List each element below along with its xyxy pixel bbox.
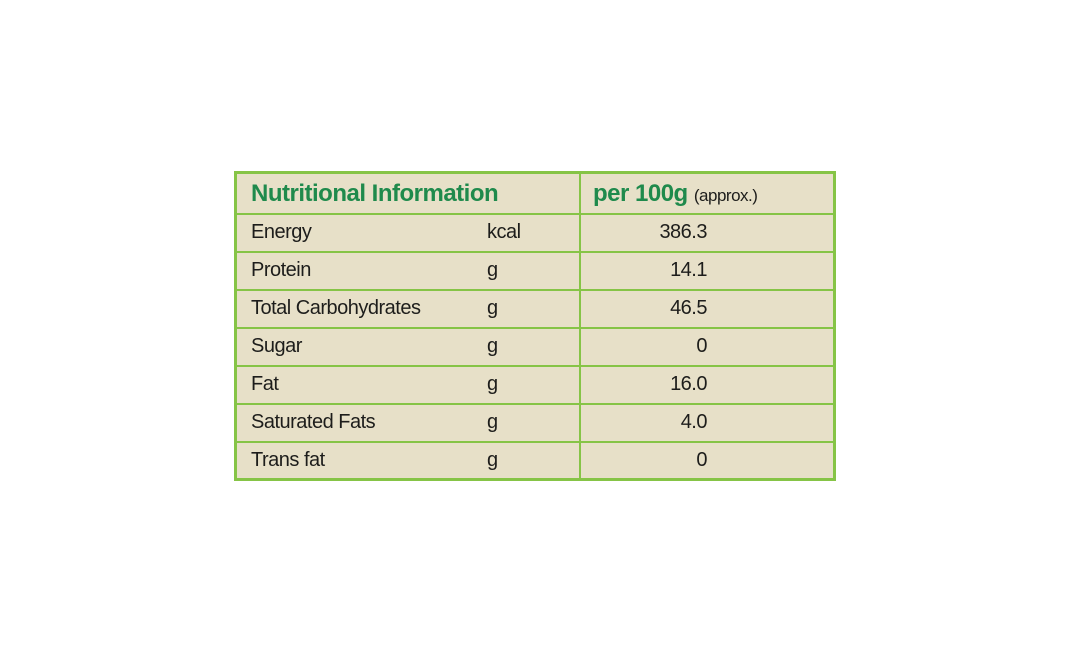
nutrition-label: Nutritional Information per 100g (approx… bbox=[234, 171, 836, 481]
nutrient-value: 4.0 bbox=[579, 402, 833, 443]
nutrient-row: Energy kcal 386.3 bbox=[237, 213, 833, 253]
nutrient-row: Total Carbohydrates g 46.5 bbox=[237, 288, 833, 329]
per-text: per 100g bbox=[593, 179, 688, 207]
approx-note: (approx.) bbox=[693, 185, 758, 205]
header-title: Nutritional Information bbox=[237, 174, 581, 215]
table-body: Nutritional Information per 100g (approx… bbox=[237, 174, 833, 478]
nutrient-value: 386.3 bbox=[579, 213, 833, 253]
header-per: per 100g (approx.) bbox=[579, 174, 833, 215]
nutrient-name: Sugar bbox=[237, 326, 487, 367]
nutrient-name: Trans fat bbox=[237, 440, 487, 478]
nutrient-unit: kcal bbox=[487, 213, 581, 253]
nutrient-row: Saturated Fats g 4.0 bbox=[237, 402, 833, 443]
nutrient-unit: g bbox=[487, 440, 581, 478]
nutrient-value: 16.0 bbox=[579, 364, 833, 405]
nutrition-table: Nutritional Information per 100g (approx… bbox=[237, 174, 833, 478]
nutrient-name: Energy bbox=[237, 213, 487, 253]
nutrient-row: Trans fat g 0 bbox=[237, 440, 833, 478]
header-row: Nutritional Information per 100g (approx… bbox=[237, 174, 833, 215]
nutrient-row: Sugar g 0 bbox=[237, 326, 833, 367]
nutrient-name: Fat bbox=[237, 364, 487, 405]
nutrient-value: 0 bbox=[579, 440, 833, 478]
nutrient-row: Fat g 16.0 bbox=[237, 364, 833, 405]
nutrient-unit: g bbox=[487, 326, 581, 367]
nutrient-value: 0 bbox=[579, 326, 833, 367]
nutrient-name: Total Carbohydrates bbox=[237, 288, 487, 329]
nutrient-unit: g bbox=[487, 402, 581, 443]
nutrient-unit: g bbox=[487, 364, 581, 405]
nutrient-row: Protein g 14.1 bbox=[237, 250, 833, 291]
nutrient-name: Saturated Fats bbox=[237, 402, 487, 443]
nutrient-value: 14.1 bbox=[579, 250, 833, 291]
nutrient-unit: g bbox=[487, 288, 581, 329]
nutrient-unit: g bbox=[487, 250, 581, 291]
nutrient-value: 46.5 bbox=[579, 288, 833, 329]
nutrient-name: Protein bbox=[237, 250, 487, 291]
